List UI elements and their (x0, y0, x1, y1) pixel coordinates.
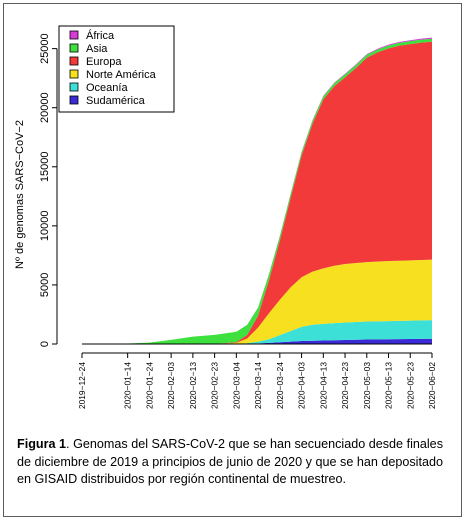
legend-swatch (69, 43, 79, 53)
area-ocean-a (82, 320, 432, 344)
y-tick-label: 15000 (39, 151, 51, 182)
areas-layer (82, 37, 432, 345)
area-europa (82, 41, 432, 345)
x-axis: 2019−12−24 2020−01−14 2020−01−24 2020−02−03… (77, 352, 437, 409)
x-tick-label: 2020−02−03 (166, 362, 176, 409)
x-tick-label: 2020−06−02 (427, 362, 437, 409)
area-norte-am-rica (82, 259, 432, 344)
y-tick-label: 5000 (39, 273, 51, 297)
x-tick-label: 2019−12−24 (77, 362, 87, 409)
figure-caption: Figura 1. Genomas del SARS-CoV-2 que se … (17, 436, 443, 489)
y-tick-label: 25000 (39, 33, 51, 64)
x-tick-label: 2020−03−04 (231, 362, 241, 409)
y-tick-label: 20000 (39, 92, 51, 123)
x-tick-label: 2020−01−14 (123, 362, 133, 409)
legend-swatch (69, 30, 79, 40)
caption-text: . Genomas del SARS-CoV-2 que se han secu… (17, 437, 443, 486)
legend-label: África (86, 29, 115, 42)
x-tick-label: 2020−05−23 (405, 362, 415, 409)
x-tick-label: 2020−03−24 (275, 362, 285, 409)
y-axis-label: Nº de genomas SARS−CoV−2 (14, 120, 26, 269)
x-tick-label: 2020−03−14 (253, 362, 263, 409)
legend-label: Europa (86, 56, 122, 68)
x-tick-label: 2020−04−23 (340, 362, 350, 409)
legend-label: Oceanía (86, 82, 128, 94)
stacked-area-chart: 0 5000 10000 15000 20000 25000 2019−12−24 2020… (14, 25, 437, 409)
x-tick-label: 2020−04−13 (318, 362, 328, 409)
legend-label: Norte América (86, 69, 157, 81)
x-tick-label: 2020−05−13 (384, 362, 394, 409)
x-tick-label: 2020−02−23 (210, 362, 220, 409)
x-tick-label: 2020−05−03 (362, 362, 372, 409)
legend-swatch (69, 56, 79, 66)
x-tick-label: 2020−01−24 (144, 362, 154, 409)
area-sudam-rica (82, 338, 432, 344)
legend-swatch (69, 82, 79, 92)
y-axis: 0 5000 10000 15000 20000 25000 (39, 33, 58, 347)
caption-label: Figura 1 (17, 437, 67, 451)
legend-swatch (69, 95, 79, 105)
legend-label: Asia (86, 43, 108, 55)
legend-label: Sudamérica (86, 95, 146, 107)
x-tick-label: 2020−02−13 (188, 362, 198, 409)
x-tick-label: 2020−04−03 (297, 362, 307, 409)
y-tick-label: 0 (39, 341, 51, 347)
legend-swatch (69, 69, 79, 79)
y-tick-label: 10000 (39, 211, 51, 242)
